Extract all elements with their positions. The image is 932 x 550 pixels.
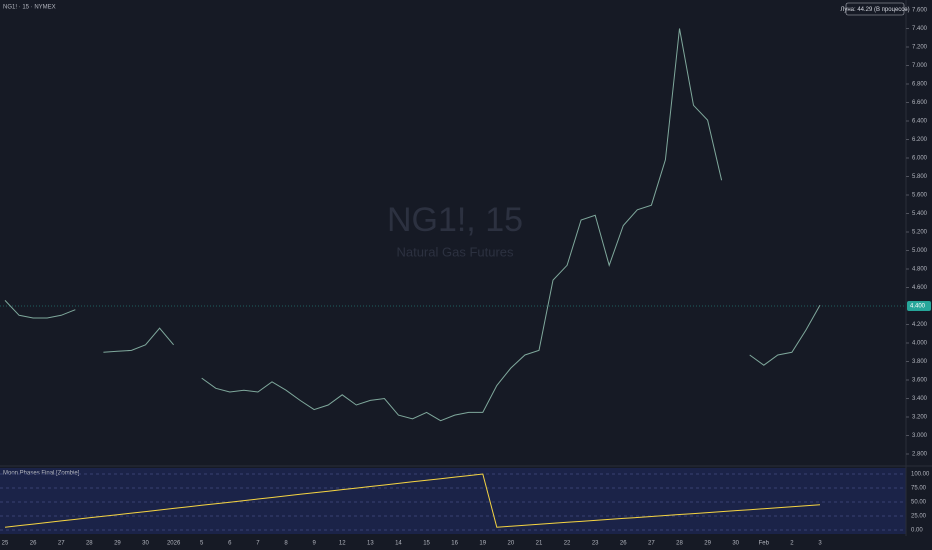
x-tick-label: 15 <box>423 541 430 547</box>
x-tick-label: 6 <box>228 541 232 547</box>
x-tick-label: 3 <box>818 541 822 547</box>
y2-tick-label: 100.00 <box>911 472 930 478</box>
y-tick-label: 4.200 <box>912 322 928 328</box>
x-tick-label: Feb <box>759 541 770 547</box>
y-tick-label: 2.800 <box>912 452 928 458</box>
y2-tick-label: 75.00 <box>911 486 927 492</box>
price-label-box <box>907 301 931 311</box>
watermark: NG1!, 15 <box>387 201 523 239</box>
y-tick-label: 3.600 <box>912 378 928 384</box>
y-tick-label: 7.400 <box>912 26 928 32</box>
x-tick-label: 12 <box>339 541 346 547</box>
y-tick-label: 5.600 <box>912 193 928 199</box>
y-tick-label: 3.400 <box>912 396 928 402</box>
y-tick-label: 5.400 <box>912 211 928 217</box>
y-tick-label: 4.600 <box>912 285 928 291</box>
x-tick-label: 2 <box>790 541 794 547</box>
y-tick-label: 7.000 <box>912 63 928 69</box>
x-tick-label: 5 <box>200 541 204 547</box>
y-tick-label: 3.200 <box>912 415 928 421</box>
y-tick-label: 5.200 <box>912 230 928 236</box>
x-tick-label: 27 <box>648 541 655 547</box>
x-tick-label: 30 <box>142 541 149 547</box>
y-tick-label: 7.200 <box>912 45 928 51</box>
x-tick-label: 28 <box>86 541 93 547</box>
y-tick-label: 6.800 <box>912 82 928 88</box>
y-tick-label: 7.600 <box>912 8 928 14</box>
y-tick-label: 5.800 <box>912 174 928 180</box>
x-tick-label: 27 <box>58 541 65 547</box>
x-tick-label: 26 <box>620 541 627 547</box>
x-tick-label: 29 <box>114 541 121 547</box>
indicator-pane <box>0 468 906 534</box>
y-tick-label: 6.600 <box>912 100 928 106</box>
x-tick-label: 19 <box>479 541 486 547</box>
y-tick-label: 4.800 <box>912 267 928 273</box>
y2-tick-label: 25.00 <box>911 514 927 520</box>
x-tick-label: 26 <box>30 541 37 547</box>
y-tick-label: 6.000 <box>912 156 928 162</box>
x-tick-label: 9 <box>312 541 316 547</box>
x-tick-label: 30 <box>732 541 739 547</box>
x-tick-label: 14 <box>395 541 402 547</box>
x-tick-label: 28 <box>676 541 683 547</box>
x-tick-label: 8 <box>284 541 288 547</box>
y-tick-label: 3.800 <box>912 359 928 365</box>
indicator-line <box>4 473 821 528</box>
x-tick-label: 25 <box>2 541 9 547</box>
x-tick-label: 29 <box>704 541 711 547</box>
x-tick-label: 22 <box>564 541 571 547</box>
indicator-legend: Moon Phases Final [Zombie] <box>3 471 80 477</box>
y-tick-label: 3.000 <box>912 433 928 439</box>
y-tick-label: 6.400 <box>912 119 928 125</box>
y-tick-label: 6.200 <box>912 137 928 143</box>
x-tick-label: 2026 <box>167 541 181 547</box>
x-tick-label: 20 <box>508 541 515 547</box>
annotation: Луна: 44.29 (В процессе) <box>840 7 909 13</box>
y-tick-label: 5.000 <box>912 248 928 254</box>
x-tick-label: 23 <box>592 541 599 547</box>
x-tick-label: 13 <box>367 541 374 547</box>
y2-tick-label: 0.00 <box>911 528 923 534</box>
watermark-subtitle: Natural Gas Futures <box>396 244 514 259</box>
y2-tick-label: 50.00 <box>911 500 927 506</box>
x-tick-label: 16 <box>451 541 458 547</box>
price-line-series <box>4 28 821 422</box>
x-tick-label: 21 <box>536 541 543 547</box>
y-tick-label: 4.000 <box>912 341 928 347</box>
price-label: 4.400 <box>910 304 926 310</box>
x-tick-label: 7 <box>256 541 260 547</box>
symbol-legend: NG1! · 15 · NYMEX <box>3 5 56 11</box>
annotation-box <box>845 2 905 16</box>
